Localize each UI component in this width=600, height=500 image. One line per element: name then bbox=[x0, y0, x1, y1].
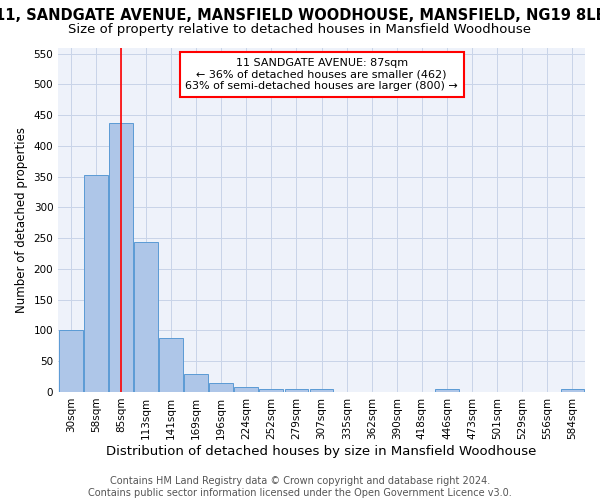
Text: 11 SANDGATE AVENUE: 87sqm
← 36% of detached houses are smaller (462)
63% of semi: 11 SANDGATE AVENUE: 87sqm ← 36% of detac… bbox=[185, 58, 458, 91]
Bar bbox=[284, 390, 308, 392]
X-axis label: Distribution of detached houses by size in Mansfield Woodhouse: Distribution of detached houses by size … bbox=[106, 444, 537, 458]
Bar bbox=[259, 389, 283, 392]
Bar bbox=[310, 389, 334, 392]
Bar bbox=[159, 338, 183, 392]
Bar bbox=[235, 387, 258, 392]
Bar bbox=[134, 242, 158, 392]
Text: Contains HM Land Registry data © Crown copyright and database right 2024.
Contai: Contains HM Land Registry data © Crown c… bbox=[88, 476, 512, 498]
Bar bbox=[109, 123, 133, 392]
Bar bbox=[184, 374, 208, 392]
Y-axis label: Number of detached properties: Number of detached properties bbox=[15, 126, 28, 312]
Text: 11, SANDGATE AVENUE, MANSFIELD WOODHOUSE, MANSFIELD, NG19 8LE: 11, SANDGATE AVENUE, MANSFIELD WOODHOUSE… bbox=[0, 8, 600, 22]
Bar bbox=[209, 382, 233, 392]
Bar bbox=[84, 176, 108, 392]
Bar bbox=[560, 389, 584, 392]
Text: Size of property relative to detached houses in Mansfield Woodhouse: Size of property relative to detached ho… bbox=[68, 22, 532, 36]
Bar bbox=[435, 389, 459, 392]
Bar bbox=[59, 330, 83, 392]
